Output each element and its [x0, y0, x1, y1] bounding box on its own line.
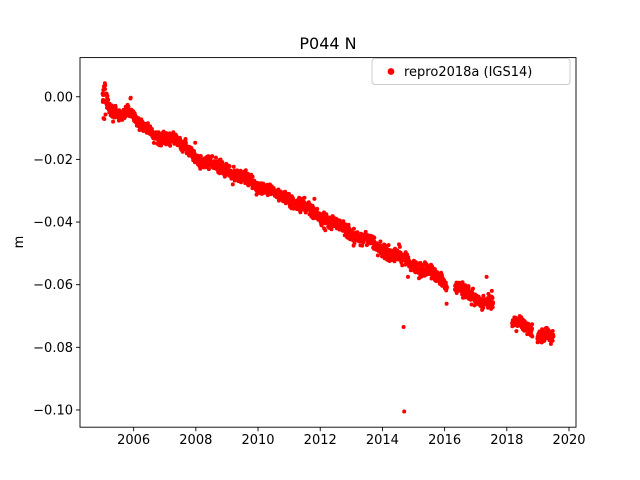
x-ticks: 2006 2008 2010 2012 2014 2016 2018 2020: [117, 427, 586, 448]
x-tick-label: 2018: [490, 433, 523, 448]
axes: 2006 2008 2010 2012 2014 2016 2018 2020 0.00 −0.0…: [33, 57, 586, 448]
x-tick-label: 2012: [304, 433, 337, 448]
scatter-series: [100, 81, 556, 414]
y-tick-label: −0.10: [33, 403, 73, 418]
x-tick-label: 2016: [428, 433, 461, 448]
y-tick-label: −0.02: [33, 153, 73, 168]
x-tick-label: 2014: [366, 433, 399, 448]
x-tick-label: 2008: [179, 433, 212, 448]
legend-box: [371, 58, 571, 85]
y-axis-label: m: [12, 236, 27, 249]
legend-marker-dot: [387, 68, 395, 75]
y-ticks: 0.00 −0.02 −0.04 −0.06 −0.08 −0.10: [33, 90, 80, 418]
y-tick-label: 0.00: [44, 90, 73, 105]
legend: repro2018a (IGS14): [371, 58, 571, 85]
y-tick-label: −0.08: [33, 341, 73, 356]
y-tick-label: −0.06: [33, 278, 73, 293]
x-tick-label: 2020: [552, 433, 585, 448]
x-tick-label: 2006: [117, 433, 150, 448]
x-tick-label: 2010: [241, 433, 274, 448]
legend-label: repro2018a (IGS14): [404, 65, 532, 80]
chart-title: P044 N: [299, 34, 356, 53]
y-tick-label: −0.04: [33, 216, 73, 231]
